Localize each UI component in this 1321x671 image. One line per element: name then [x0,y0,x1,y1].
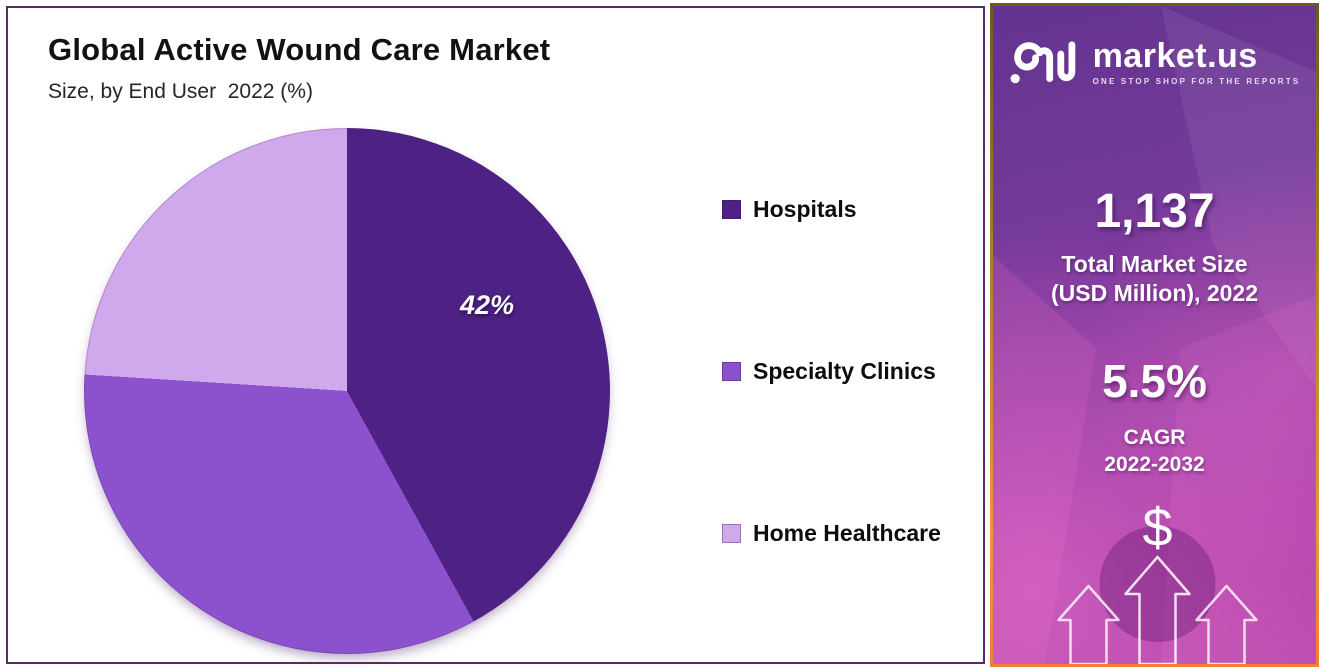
brand-logo-text: market.us ONE STOP SHOP FOR THE REPORTS [1093,39,1301,86]
total-market-size-label-line2: (USD Million), 2022 [1050,280,1259,306]
chart-subtitle: Size, by End User 2022 (%) [48,80,313,103]
cagr-label-line1: CAGR [1123,426,1186,449]
legend-swatch-specialty-clinics [722,362,741,381]
pie-slice-label-hospitals: 42% [460,290,515,320]
marketus-logo-icon [1010,41,1075,84]
legend-label-home-healthcare: Home Healthcare [753,520,941,546]
total-market-size-label: Total Market Size (USD Million), 2022 [993,250,1316,308]
up-arrow-icon [1195,584,1258,664]
chart-panel: Global Active Wound Care Market Size, by… [6,6,985,664]
brand-name: market.us [1092,36,1258,75]
growth-arrows-graphic: $ [1057,498,1258,664]
legend-item-specialty-clinics: Specialty Clinics [722,358,936,385]
total-market-size-value: 1,137 [1094,185,1215,238]
total-market-size-label-line1: Total Market Size [1061,251,1248,277]
cagr-value: 5.5% [1102,355,1207,407]
brand-tagline: ONE STOP SHOP FOR THE REPORTS [1092,76,1301,86]
dollar-icon: $ [1142,498,1172,558]
chart-title: Global Active Wound Care Market [48,32,551,67]
brand-sidebar: market.us ONE STOP SHOP FOR THE REPORTS … [990,3,1319,667]
legend-swatch-home-healthcare [722,524,741,543]
legend-item-hospitals: Hospitals [722,196,857,223]
up-arrow-icon [1057,584,1120,664]
legend-label-specialty-clinics: Specialty Clinics [753,358,936,384]
legend-label-hospitals: Hospitals [753,196,857,222]
up-arrow-icon [1124,555,1191,664]
legend-swatch-hospitals [722,200,741,219]
cagr-label-line2: 2022-2032 [1104,453,1205,476]
cup-shadow-shape [1099,526,1216,642]
pie-chart [84,128,610,654]
brand-logo: market.us ONE STOP SHOP FOR THE REPORTS [993,30,1316,94]
cagr-label: CAGR 2022-2032 [993,424,1316,478]
legend-item-home-healthcare: Home Healthcare [722,520,941,547]
